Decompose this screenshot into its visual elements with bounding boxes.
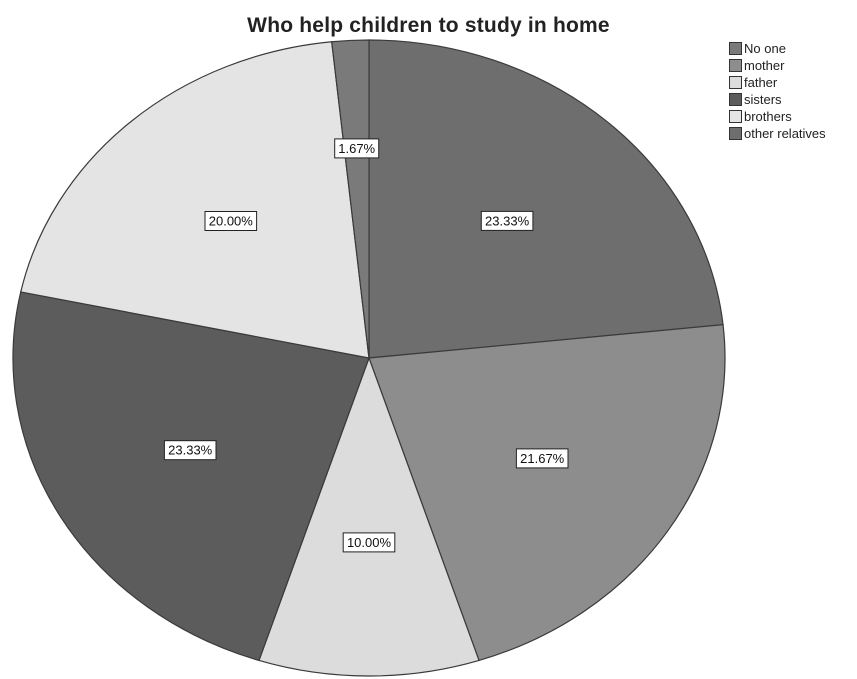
legend-swatch bbox=[729, 76, 742, 89]
legend-swatch bbox=[729, 127, 742, 140]
pie-label-text: 23.33% bbox=[168, 443, 213, 458]
pie-slice-other-relatives bbox=[20, 41, 370, 359]
legend-swatch bbox=[729, 110, 742, 123]
legend-item-no-one: No one bbox=[729, 40, 826, 57]
legend: No one mother father sisters brothers other r… bbox=[729, 40, 826, 142]
pie-label-text: 1.67% bbox=[338, 141, 375, 156]
pie-slice-mother bbox=[368, 39, 724, 359]
pie-slice-no-one bbox=[331, 39, 370, 359]
legend-label: other relatives bbox=[744, 126, 826, 141]
legend-label: No one bbox=[744, 41, 786, 56]
legend-label: sisters bbox=[744, 92, 782, 107]
legend-item-father: father bbox=[729, 74, 826, 91]
pie-slice-father bbox=[368, 324, 726, 662]
legend-label: mother bbox=[744, 58, 785, 73]
pie-label-box bbox=[334, 138, 380, 159]
pie-label-text: 23.33% bbox=[485, 213, 530, 228]
pie-labels: 23.33% 21.67% 10.00% 23.33% 20.00% 1.67% bbox=[163, 138, 569, 553]
legend-swatch bbox=[729, 42, 742, 55]
legend-label: brothers bbox=[744, 109, 792, 124]
pie-label-box bbox=[480, 210, 534, 231]
pie-label-brothers: 23.33% bbox=[163, 440, 217, 461]
pie-slice-brothers bbox=[12, 291, 370, 662]
legend-swatch bbox=[729, 59, 742, 72]
pie-label-no-one: 1.67% bbox=[334, 138, 380, 159]
pie-label-sisters: 10.00% bbox=[342, 532, 396, 553]
pie-label-mother: 23.33% bbox=[480, 210, 534, 231]
pie-label-box bbox=[163, 440, 217, 461]
pie-label-text: 20.00% bbox=[209, 214, 254, 229]
pie-label-text: 21.67% bbox=[520, 451, 565, 466]
legend-swatch bbox=[729, 93, 742, 106]
pie-label-father: 21.67% bbox=[515, 448, 569, 469]
legend-item-other-relatives: other relatives bbox=[729, 125, 826, 142]
legend-label: father bbox=[744, 75, 778, 90]
pie-slice-sisters bbox=[258, 356, 480, 677]
pie-label-other-relatives: 20.00% bbox=[204, 211, 258, 231]
pie-label-box bbox=[342, 532, 396, 553]
pie-label-box bbox=[204, 211, 258, 231]
pie-label-box bbox=[515, 448, 569, 469]
pie-label-text: 10.00% bbox=[347, 535, 392, 550]
pie-slices bbox=[12, 39, 726, 677]
legend-item-sisters: sisters bbox=[729, 91, 826, 108]
legend-item-brothers: brothers bbox=[729, 108, 826, 125]
legend-item-mother: mother bbox=[729, 57, 826, 74]
chart-title: Who help children to study in home bbox=[247, 14, 610, 37]
